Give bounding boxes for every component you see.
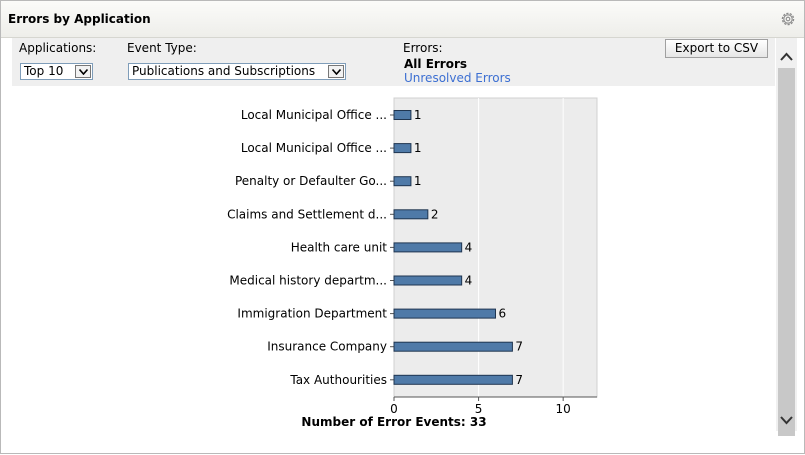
all-errors-option[interactable]: All Errors	[404, 57, 468, 71]
event-type-label: Event Type:	[127, 41, 197, 55]
category-label: Claims and Settlement d...	[227, 207, 387, 221]
bar	[393, 209, 429, 220]
chevron-up-icon[interactable]	[779, 50, 794, 64]
gear-icon[interactable]	[779, 10, 797, 28]
bar	[393, 275, 463, 286]
chevron-down-icon	[328, 65, 344, 78]
scrollbar-thumb[interactable]	[778, 68, 795, 436]
bar-value-label: 1	[414, 174, 422, 188]
bar-value-label: 1	[414, 108, 422, 122]
x-tick-label: 5	[475, 402, 483, 416]
panel-title: Errors by Application	[8, 12, 151, 26]
category-label: Tax Authourities	[289, 373, 387, 387]
chevron-down-icon[interactable]	[779, 413, 794, 427]
bar	[393, 110, 412, 120]
x-tick-label: 10	[556, 402, 571, 416]
unresolved-errors-link[interactable]: Unresolved Errors	[404, 71, 511, 85]
bar-value-label: 7	[515, 340, 523, 354]
x-tick-label: 0	[390, 402, 398, 416]
category-label: Medical history departm...	[229, 274, 387, 288]
bar	[393, 242, 463, 253]
applications-select-value: Top 10	[24, 64, 64, 78]
bar	[393, 374, 513, 385]
category-label: Immigration Department	[237, 307, 387, 321]
bar-value-label: 1	[414, 141, 422, 155]
bar	[393, 341, 513, 352]
bar-value-label: 4	[465, 240, 473, 254]
bar-value-label: 7	[515, 373, 523, 387]
bar	[393, 143, 412, 154]
applications-select[interactable]: Top 10	[20, 63, 93, 80]
bar-value-label: 6	[499, 307, 507, 321]
bar	[393, 176, 412, 187]
category-label: Penalty or Defaulter Go...	[235, 174, 387, 188]
bar-value-label: 4	[465, 274, 473, 288]
category-label: Local Municipal Office ...	[241, 141, 387, 155]
bar-value-label: 2	[431, 207, 439, 221]
category-label: Local Municipal Office ...	[241, 108, 387, 122]
applications-label: Applications:	[19, 41, 97, 55]
event-type-select-value: Publications and Subscriptions	[132, 64, 316, 78]
vertical-scrollbar[interactable]	[776, 38, 797, 436]
bar	[393, 308, 496, 319]
errors-label: Errors:	[403, 41, 443, 55]
x-axis-title: Number of Error Events: 33	[301, 415, 486, 429]
panel-header: Errors by Application	[1, 1, 804, 38]
category-label: Health care unit	[291, 240, 388, 254]
chevron-down-icon	[75, 65, 91, 78]
event-type-select[interactable]: Publications and Subscriptions	[128, 63, 346, 80]
category-label: Insurance Company	[267, 340, 387, 354]
export-csv-button[interactable]: Export to CSV	[665, 39, 768, 58]
